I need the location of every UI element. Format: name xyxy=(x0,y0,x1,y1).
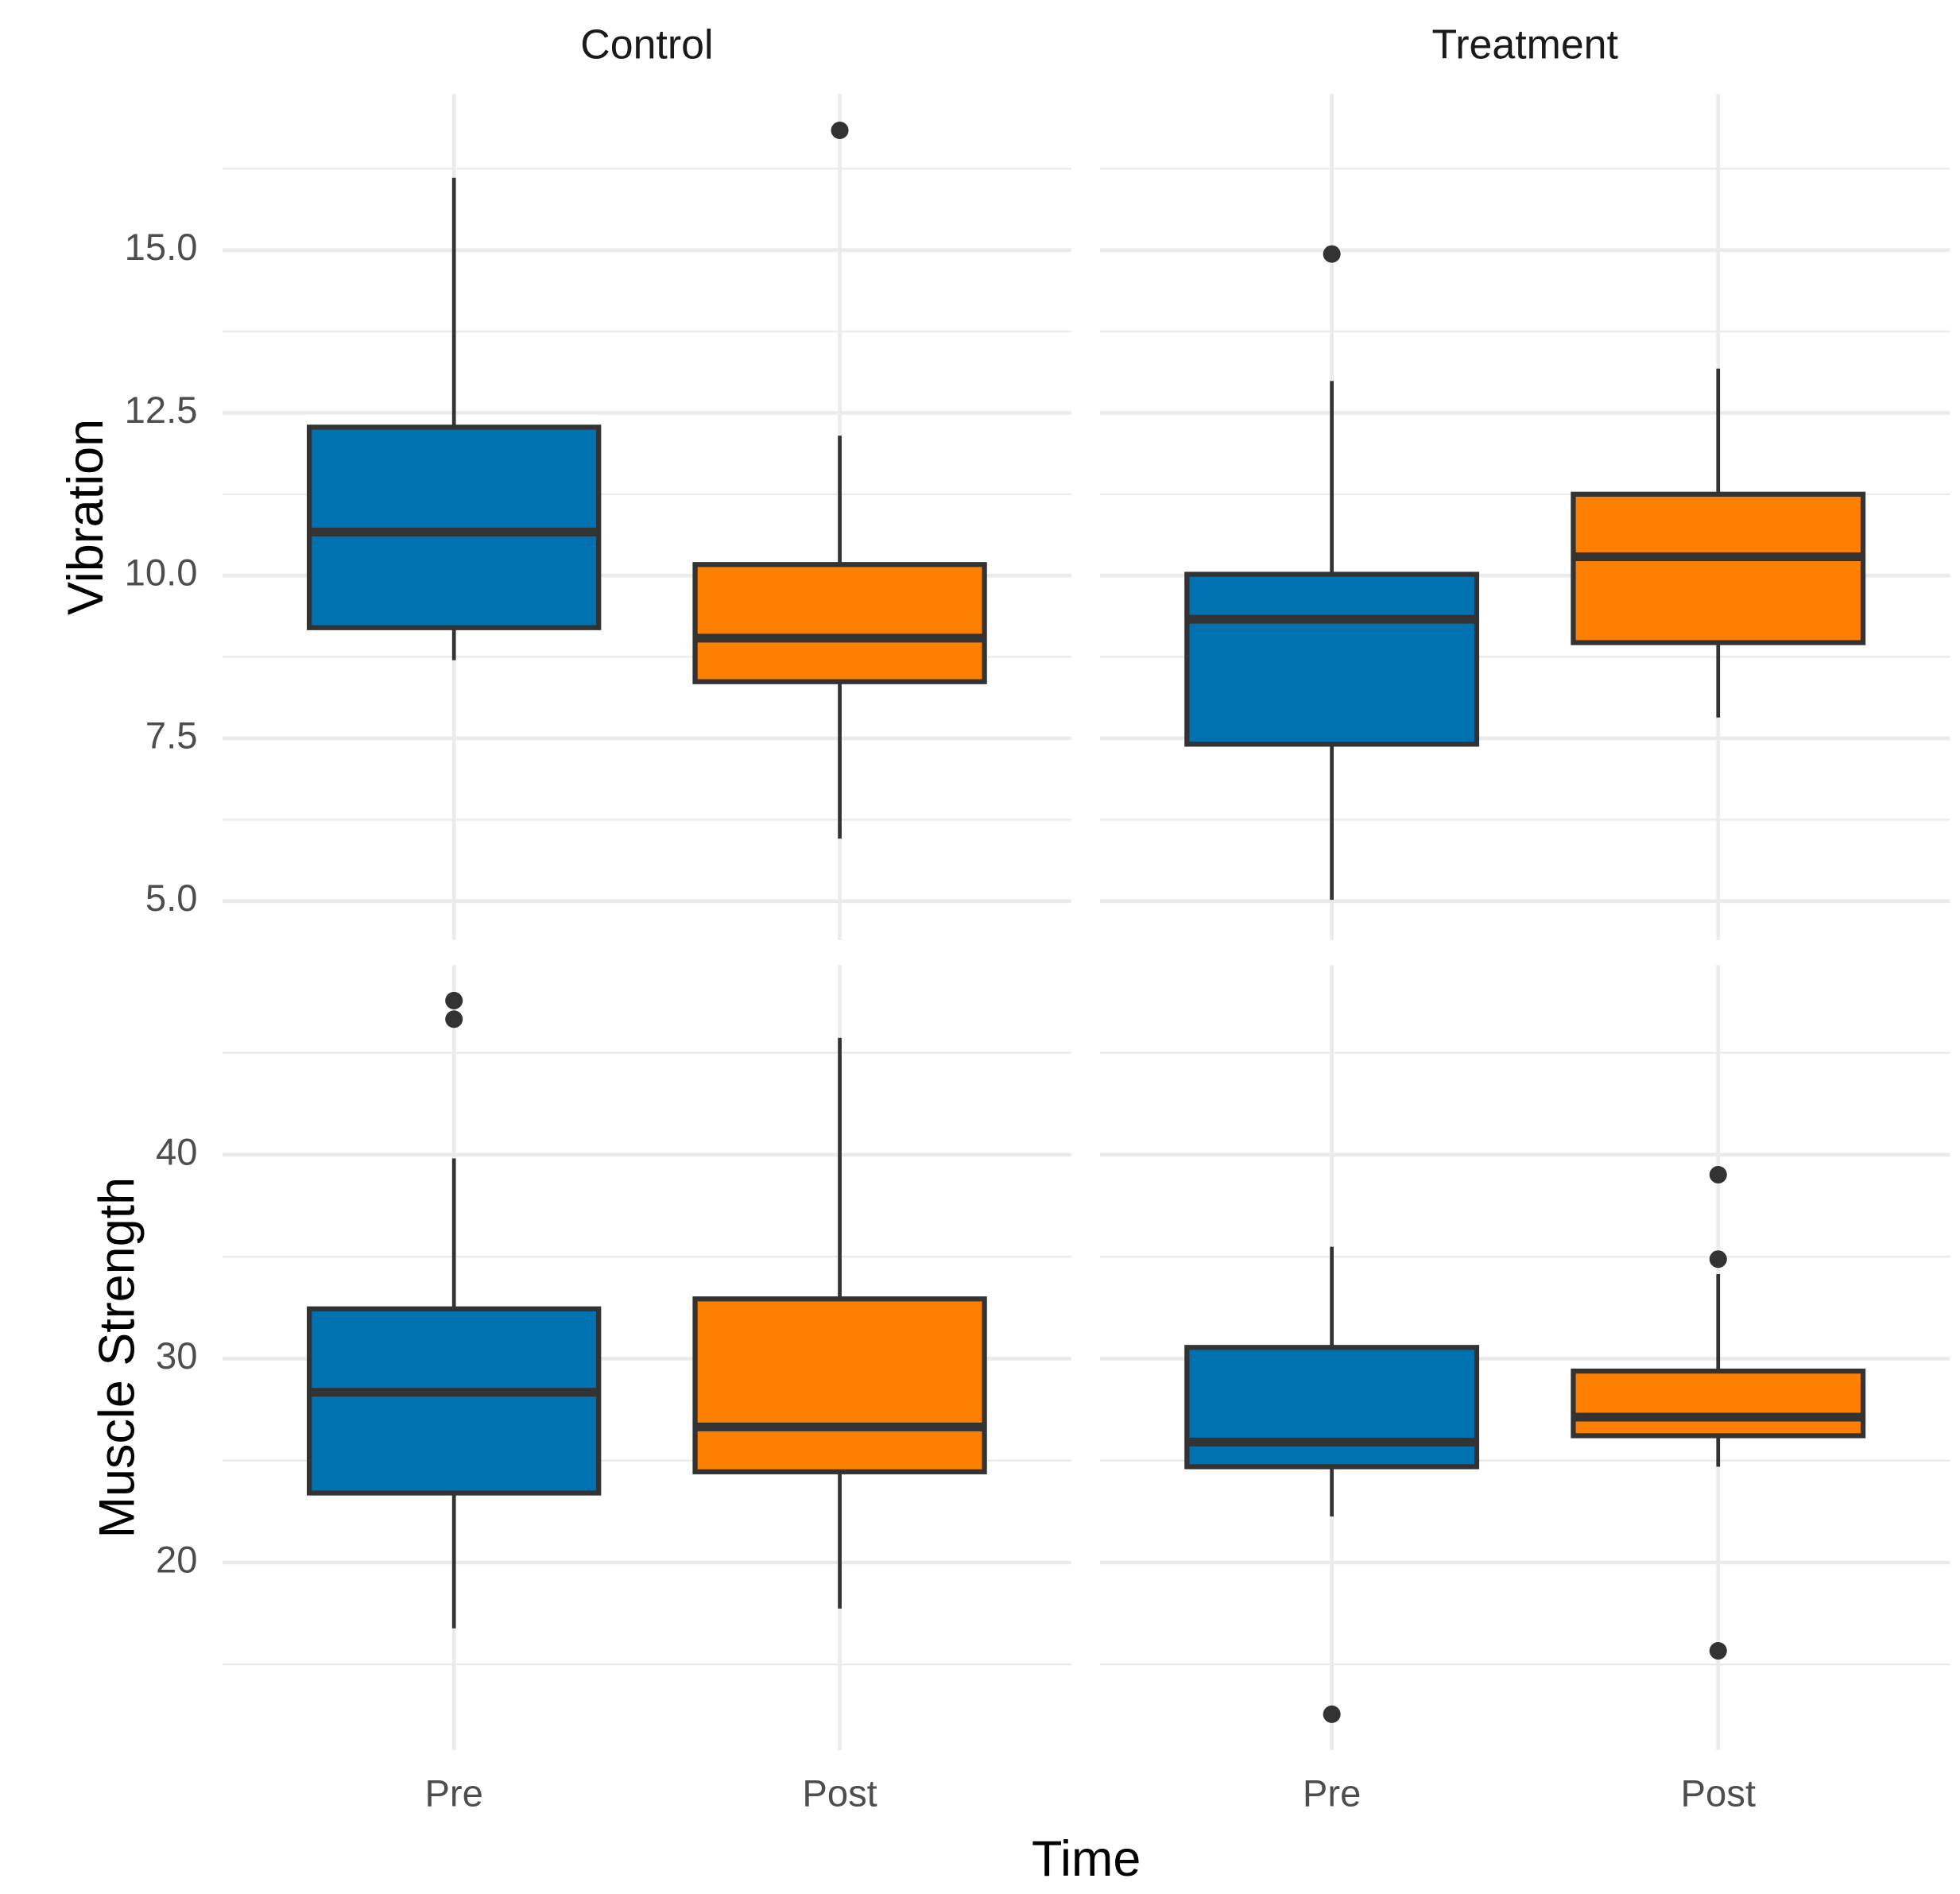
outlier xyxy=(1709,1642,1727,1660)
y-tick-label: 12.5 xyxy=(125,389,198,431)
outlier xyxy=(1323,245,1341,263)
box xyxy=(1184,1345,1480,1470)
box-group xyxy=(1571,368,1866,718)
grid-layer xyxy=(222,94,1950,1750)
outlier xyxy=(1323,1705,1341,1723)
box-group xyxy=(307,991,602,1629)
box-group xyxy=(692,1037,987,1609)
box xyxy=(692,562,987,684)
y-tick-label: 5.0 xyxy=(145,877,198,919)
x-tick-label: Pre xyxy=(1303,1772,1361,1815)
x-tick-label: Post xyxy=(802,1772,877,1815)
x-axis-title: Time xyxy=(1032,1831,1141,1887)
mark-layer xyxy=(307,121,1866,1723)
y-axis-title: Vibration xyxy=(58,419,114,615)
box xyxy=(1184,571,1480,747)
outlier xyxy=(445,1010,463,1028)
y-tick-label: 40 xyxy=(156,1130,197,1172)
x-tick-label: Pre xyxy=(424,1772,482,1815)
box xyxy=(692,1296,987,1474)
box-group xyxy=(307,177,602,660)
y-tick-label: 20 xyxy=(156,1538,197,1580)
y-axis-title: Muscle Strength xyxy=(90,1177,145,1538)
outlier xyxy=(1709,1166,1727,1184)
y-tick-label: 7.5 xyxy=(145,714,198,756)
outlier xyxy=(831,121,849,140)
x-tick-label: Post xyxy=(1681,1772,1756,1815)
y-tick-label: 10.0 xyxy=(125,552,198,594)
box xyxy=(307,1306,602,1496)
y-tick-label: 30 xyxy=(156,1334,197,1377)
outlier xyxy=(1709,1250,1727,1268)
strip-title: Control xyxy=(580,21,713,68)
box xyxy=(1571,491,1866,645)
box xyxy=(307,424,602,630)
y-tick-label: 15.0 xyxy=(125,226,198,268)
box-group xyxy=(692,121,987,839)
box-group xyxy=(1571,1166,1866,1660)
outlier xyxy=(445,991,463,1009)
strip-title: Treatment xyxy=(1431,21,1618,68)
box-group xyxy=(1184,1246,1480,1723)
box xyxy=(1571,1368,1866,1439)
box-group xyxy=(1184,245,1480,901)
